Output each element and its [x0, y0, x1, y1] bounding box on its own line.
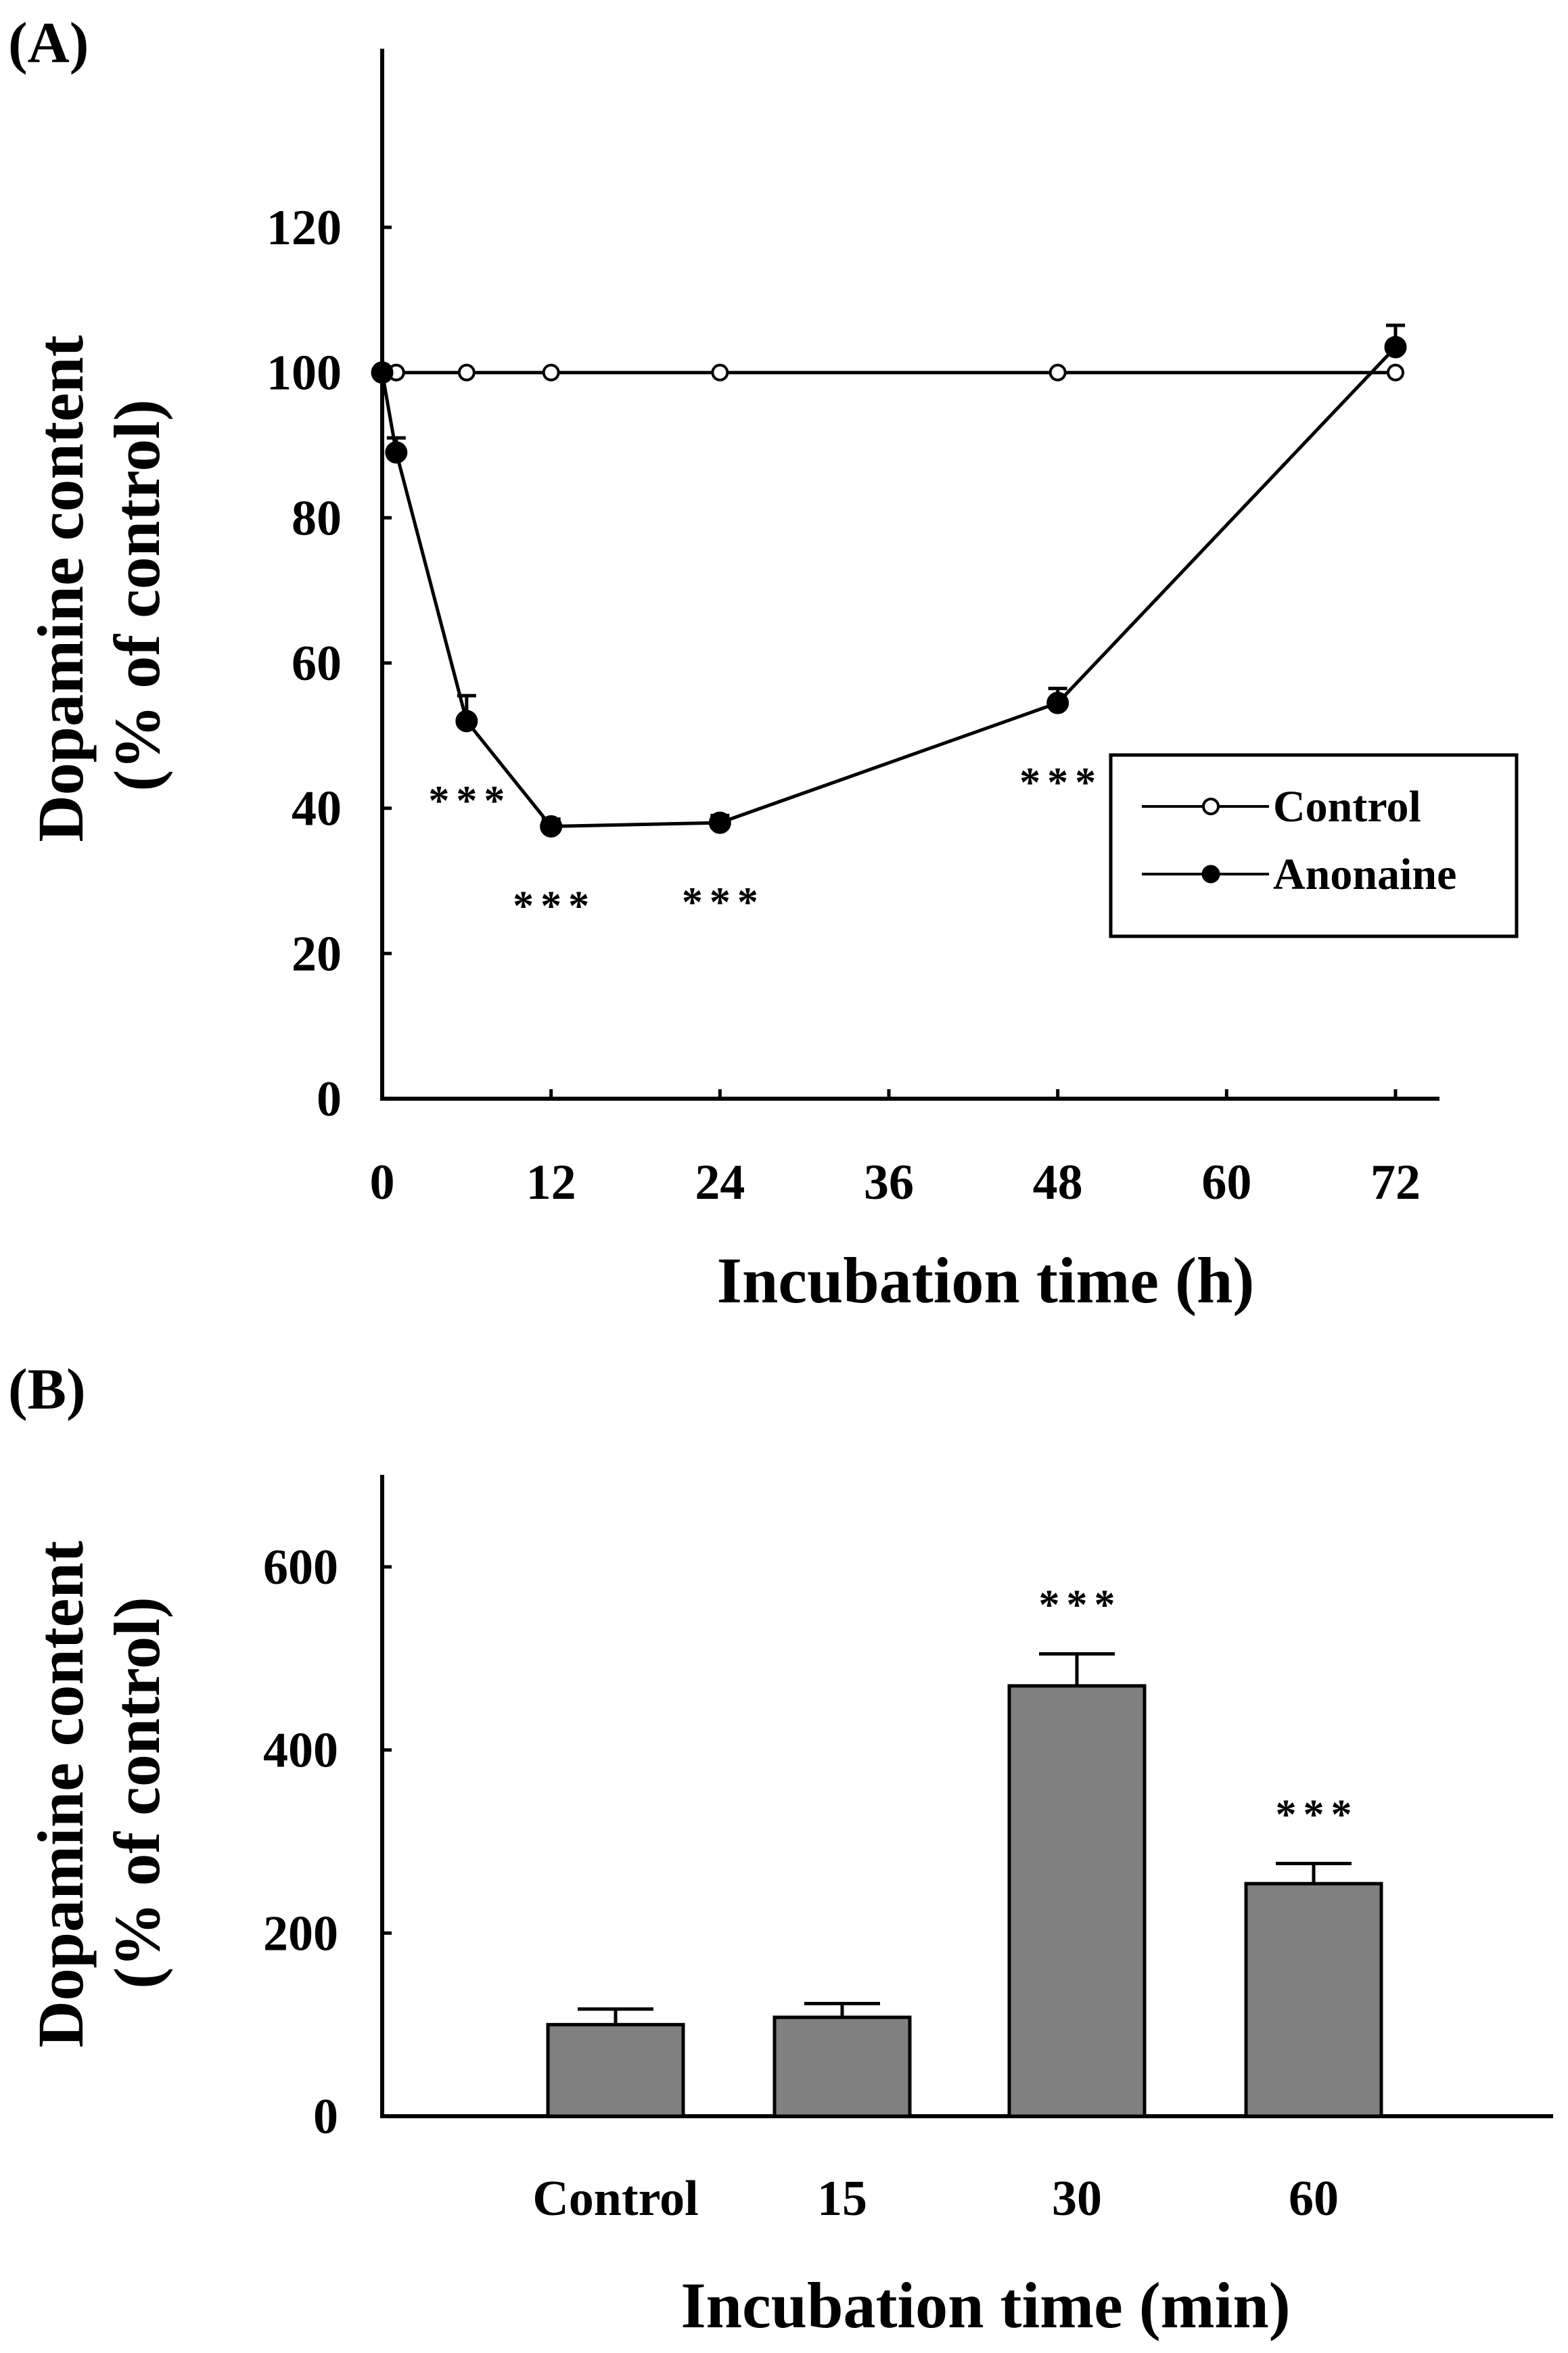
significance-marker: ***	[1039, 1582, 1122, 1628]
bar-15	[773, 2015, 912, 2118]
significance-marker: ***	[513, 884, 596, 930]
y-tick-label: 80	[292, 490, 342, 546]
panel-b-bars	[546, 1652, 1383, 2118]
significance-marker: ***	[428, 778, 511, 824]
legend-box	[1109, 753, 1519, 938]
anonaine-data-point	[371, 361, 394, 384]
y-tick-label: 20	[292, 926, 342, 982]
panel-b-bar-chart: (B) Dopamine content (% of control) 0 200…	[8, 1356, 1553, 2341]
anonaine-data-point	[708, 811, 731, 834]
panel-a-legend: Control Anonaine	[1109, 753, 1519, 938]
panel-a-annotations: *** *** *** ***	[428, 760, 1103, 930]
panel-b-y-axis-title-line2: (% of control)	[101, 1597, 173, 1988]
significance-marker: ***	[1276, 1791, 1359, 1837]
legend-anonaine-marker	[1201, 865, 1220, 884]
y-tick-label: 60	[292, 636, 342, 691]
y-tick-label: 200	[263, 1906, 338, 1961]
control-data-point	[711, 363, 729, 382]
bar-30	[1007, 1684, 1147, 2118]
anonaine-data-point	[385, 441, 408, 464]
x-tick-label: 48	[1033, 1155, 1083, 1210]
control-data-point	[457, 363, 476, 382]
panel-b-y-axis-title-line1: Dopamine content	[24, 1540, 97, 2047]
panel-a-y-axis-title-line1: Dopamine content	[24, 335, 97, 842]
y-tick-label: 40	[292, 781, 342, 837]
x-tick-label: 36	[864, 1155, 914, 1210]
x-tick-label: 24	[695, 1155, 745, 1210]
y-tick-label: 600	[263, 1540, 338, 1595]
panel-b-x-axis-title: Incubation time (min)	[681, 2269, 1290, 2341]
x-tick-label: 15	[817, 2171, 867, 2226]
x-tick-label: 12	[526, 1155, 576, 1210]
x-tick-label: 0	[370, 1155, 395, 1210]
panel-a-x-axis-title: Incubation time (h)	[717, 1244, 1255, 1317]
bar-60	[1244, 1881, 1383, 2118]
y-tick-label: 400	[263, 1723, 338, 1779]
legend-control-marker	[1202, 798, 1220, 815]
legend-control-label: Control	[1273, 782, 1421, 831]
x-tick-label: 60	[1201, 1155, 1251, 1210]
panel-b-x-tick-labels: Control 15 30 60	[532, 2171, 1339, 2226]
y-tick-label: 120	[267, 200, 342, 256]
panel-b-annotations: *** ***	[1039, 1582, 1359, 1838]
x-tick-label: 30	[1052, 2171, 1102, 2226]
anonaine-data-point	[455, 710, 478, 733]
panel-a-y-axis-title-line2: (% of control)	[101, 399, 173, 791]
x-tick-label: 60	[1289, 2171, 1339, 2226]
significance-marker: ***	[1019, 760, 1103, 806]
control-data-point	[1048, 363, 1067, 382]
control-data-point	[542, 363, 560, 382]
panel-a-label: (A)	[8, 10, 89, 75]
bar-control	[546, 2023, 685, 2118]
anonaine-data-point	[540, 815, 563, 838]
panel-a-y-ticks: 0 20 40 60 80 100 120	[267, 200, 392, 1127]
panel-b-y-ticks: 0 200 400 600	[263, 1540, 392, 2145]
control-data-point	[1387, 363, 1404, 382]
panel-a-x-ticks: 0 12 24 36 48 60 72	[370, 1089, 1421, 1210]
y-tick-label: 0	[313, 2089, 338, 2145]
panel-a-line-chart: (A) Dopamine content (% of control) 0 20 4…	[8, 10, 1519, 1317]
panel-b-label: (B)	[8, 1356, 86, 1421]
anonaine-data-point	[1046, 691, 1069, 714]
anonaine-data-point	[1384, 336, 1407, 359]
x-tick-label: Control	[532, 2171, 698, 2226]
legend-anonaine-label: Anonaine	[1273, 850, 1456, 899]
panel-a-series	[371, 323, 1407, 838]
y-tick-label: 0	[317, 1072, 342, 1127]
y-tick-label: 100	[267, 346, 342, 401]
x-tick-label: 72	[1370, 1155, 1421, 1210]
significance-marker: ***	[682, 879, 765, 926]
